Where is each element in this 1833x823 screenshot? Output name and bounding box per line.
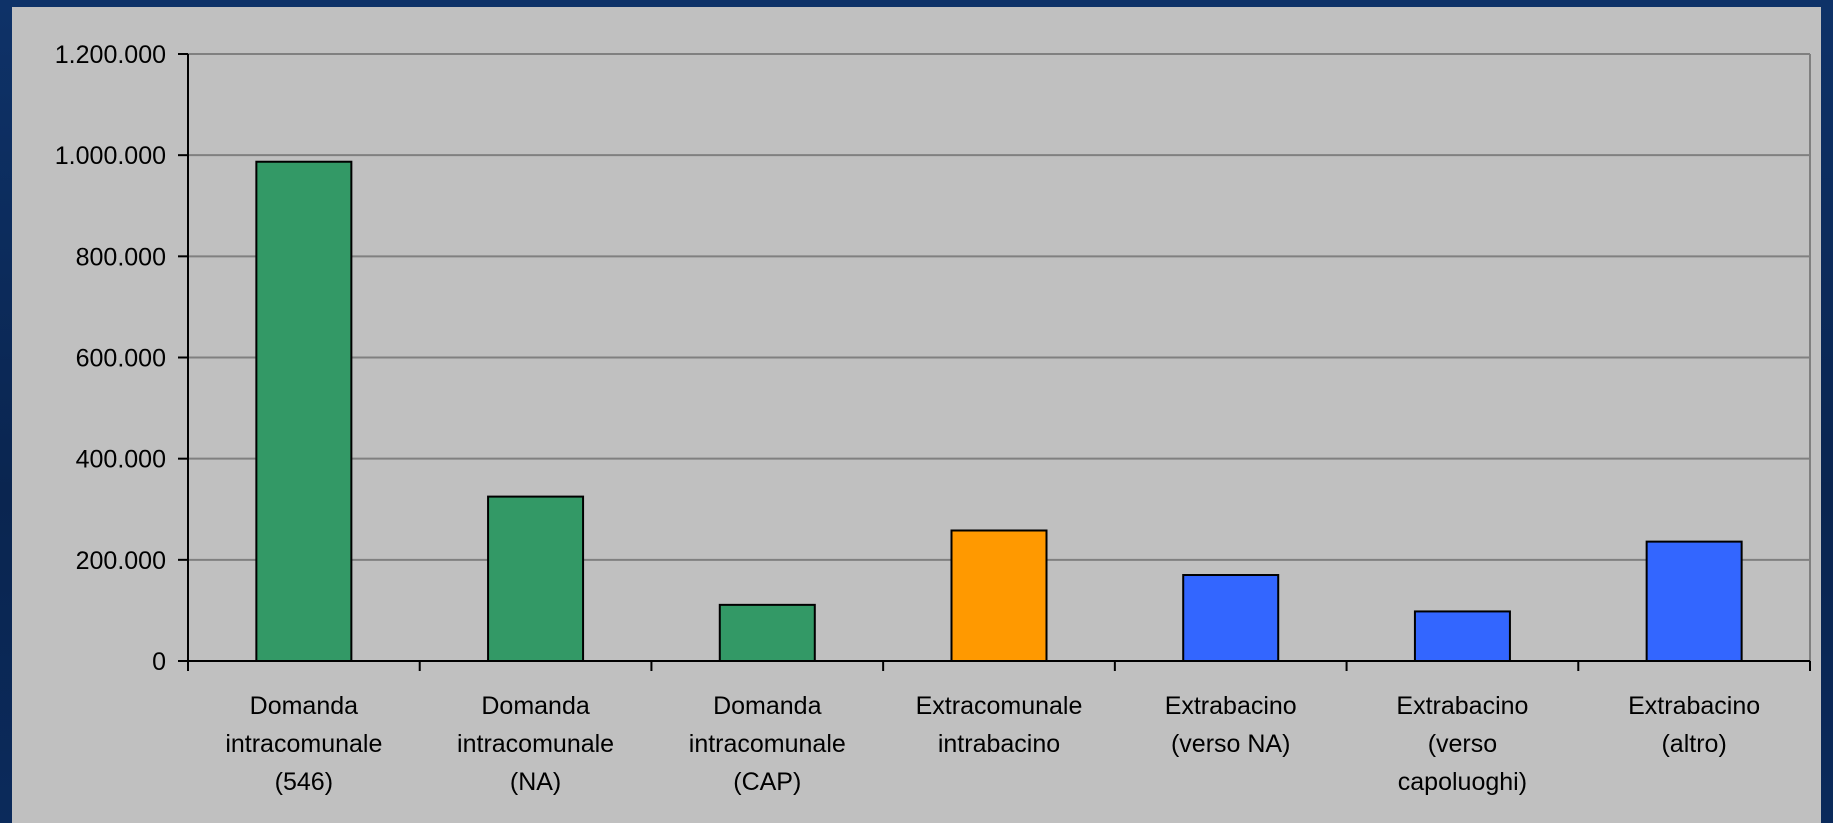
category-label: intracomunale (689, 730, 846, 758)
category-label: capoluoghi) (1398, 768, 1527, 796)
category-label: Domanda (250, 692, 358, 720)
bar (1645, 540, 1743, 663)
y-tick-label: 1.000.000 (55, 142, 166, 170)
category-label: Extrabacino (1628, 692, 1760, 720)
bar (950, 529, 1048, 662)
category-label: (verso (1428, 730, 1497, 758)
y-tick-label: 0 (152, 648, 166, 676)
category-label: (verso NA) (1171, 730, 1290, 758)
bar (1413, 610, 1511, 663)
category-label: intracomunale (225, 730, 382, 758)
y-tick-label: 600.000 (76, 345, 166, 373)
category-label: Extrabacino (1396, 692, 1528, 720)
bar (487, 495, 585, 662)
category-label: (CAP) (733, 768, 801, 796)
bar (1182, 574, 1280, 663)
category-label: (altro) (1661, 730, 1726, 758)
y-tick-label: 1.200.000 (55, 41, 166, 69)
category-label: Extrabacino (1165, 692, 1297, 720)
y-tick-label: 200.000 (76, 547, 166, 575)
y-tick-label: 800.000 (76, 243, 166, 271)
category-label: Domanda (713, 692, 821, 720)
y-tick-label: 400.000 (76, 446, 166, 474)
category-label: (546) (275, 768, 333, 796)
category-label: intrabacino (938, 730, 1060, 758)
category-label: Domanda (481, 692, 589, 720)
category-label: Extracomunale (916, 692, 1083, 720)
bar (718, 603, 816, 662)
category-label: intracomunale (457, 730, 614, 758)
category-label: (NA) (510, 768, 561, 796)
bar (255, 160, 353, 662)
